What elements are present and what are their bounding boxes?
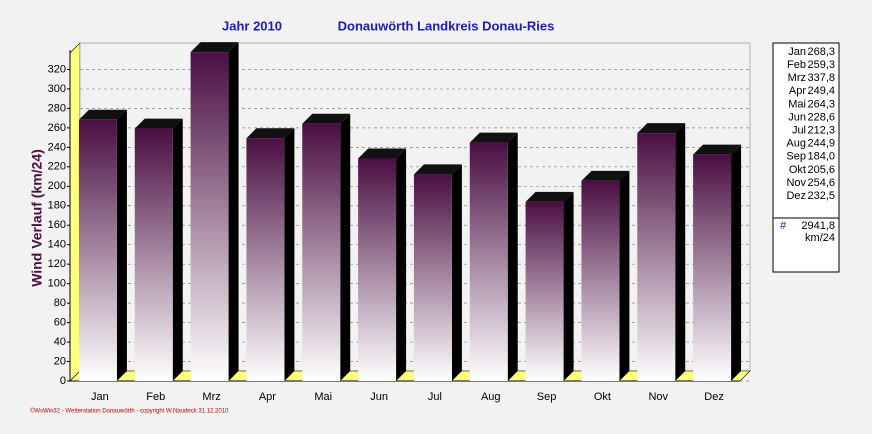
bar (469, 142, 508, 381)
y-tick-label: 80 (54, 297, 66, 309)
x-tick-label: Feb (146, 391, 165, 403)
x-tick-label: Dez (704, 391, 724, 403)
bar (302, 123, 341, 382)
x-tick-label: Apr (259, 391, 276, 403)
legend-category: Jul (792, 125, 806, 137)
legend-value: 259,3 (807, 59, 835, 71)
bar (78, 119, 117, 381)
x-tick-label: Jul (428, 391, 442, 403)
bar (581, 180, 620, 381)
legend-category: Apr (789, 85, 806, 97)
total-marker: # (780, 220, 787, 232)
legend-category: Mai (788, 98, 806, 110)
x-tick-label: Mai (314, 391, 332, 403)
bar (246, 138, 285, 381)
bar (413, 174, 452, 381)
legend-value: 228,6 (807, 111, 835, 123)
chart-subtitle: Donauwörth Landkreis Donau-Ries (338, 18, 555, 33)
bar-side (563, 191, 574, 381)
y-tick-label: 200 (48, 180, 66, 192)
bar-side (340, 113, 351, 382)
y-tick-label: 160 (48, 219, 66, 231)
bar-top (413, 164, 462, 175)
y-tick-label: 20 (54, 355, 66, 367)
y-axis-label: Wind Verlauf (km/24) (29, 149, 45, 287)
legend-box (772, 42, 840, 273)
legend-value: 268,3 (807, 46, 835, 58)
y-tick-label: 120 (48, 258, 66, 270)
bar-top (637, 123, 686, 134)
legend-value: 337,8 (807, 72, 835, 84)
y-tick-label: 320 (48, 63, 66, 75)
y-tick-label: 40 (54, 336, 66, 348)
left-wall (69, 42, 81, 382)
x-tick-label: Jun (370, 391, 388, 403)
legend-value: 212,3 (807, 125, 835, 137)
bar-top (190, 42, 239, 53)
x-tick-label: Aug (481, 391, 501, 403)
bar-side (228, 42, 239, 382)
bar-side (116, 109, 127, 381)
footer: ©WsWin32 - Wetterstation Donauwörth - co… (30, 408, 229, 415)
y-tick-label: 180 (48, 200, 66, 212)
bar-top (358, 148, 407, 159)
bar-side (731, 144, 742, 381)
legend-category: Okt (789, 164, 806, 176)
y-tick-label: 220 (48, 161, 66, 173)
bar-top (246, 128, 295, 139)
bar-top (78, 109, 127, 120)
legend-value: 249,4 (807, 85, 835, 97)
bar (134, 128, 173, 381)
bar (525, 201, 564, 381)
y-tick-label: 100 (48, 278, 66, 290)
legend-value: 232,5 (807, 190, 835, 202)
bar-side (396, 148, 407, 381)
legend-value: 205,6 (807, 164, 835, 176)
legend-category: Dez (786, 190, 806, 202)
y-tick-label: 280 (48, 102, 66, 114)
bar-side (507, 132, 518, 381)
x-tick-label: Okt (594, 391, 611, 403)
legend-category: Jun (788, 111, 806, 123)
y-tick-label: 140 (48, 239, 66, 251)
bar-side (172, 118, 183, 382)
legend-category: Mrz (788, 72, 806, 84)
x-tick-label: Mrz (202, 391, 220, 403)
total-value: 2941,8 (801, 220, 835, 232)
x-tick-label: Sep (537, 391, 557, 403)
total-unit: km/24 (805, 232, 835, 244)
legend-category: Nov (786, 177, 806, 189)
bar-side (451, 164, 462, 381)
y-tick-label: 0 (60, 375, 66, 387)
legend-category: Feb (787, 59, 806, 71)
bar-side (619, 170, 630, 381)
bar-top (525, 191, 574, 202)
legend-category: Aug (786, 138, 806, 150)
bar-top (581, 170, 630, 181)
bar (358, 158, 397, 381)
y-tick-label: 300 (48, 83, 66, 95)
bar (637, 133, 676, 381)
bar-side (675, 123, 686, 382)
x-tick-label: Jan (91, 391, 109, 403)
bar-top (469, 132, 518, 143)
bar-top (693, 144, 742, 155)
y-tick-label: 260 (48, 122, 66, 134)
legend-value: 184,0 (807, 151, 835, 163)
bar-top (302, 113, 351, 124)
legend-value: 264,3 (807, 98, 835, 110)
legend-value: 254,6 (807, 177, 835, 189)
y-tick-label: 240 (48, 141, 66, 153)
bar-side (284, 128, 295, 381)
legend-category: Sep (786, 151, 806, 163)
legend-category: Jan (788, 46, 806, 58)
y-tick-label: 60 (54, 316, 66, 328)
bar (190, 52, 229, 382)
chart-title: Jahr 2010 (222, 18, 282, 33)
bar-top (134, 118, 183, 129)
bar (693, 154, 732, 381)
x-tick-label: Nov (648, 391, 668, 403)
legend-value: 244,9 (807, 138, 835, 150)
